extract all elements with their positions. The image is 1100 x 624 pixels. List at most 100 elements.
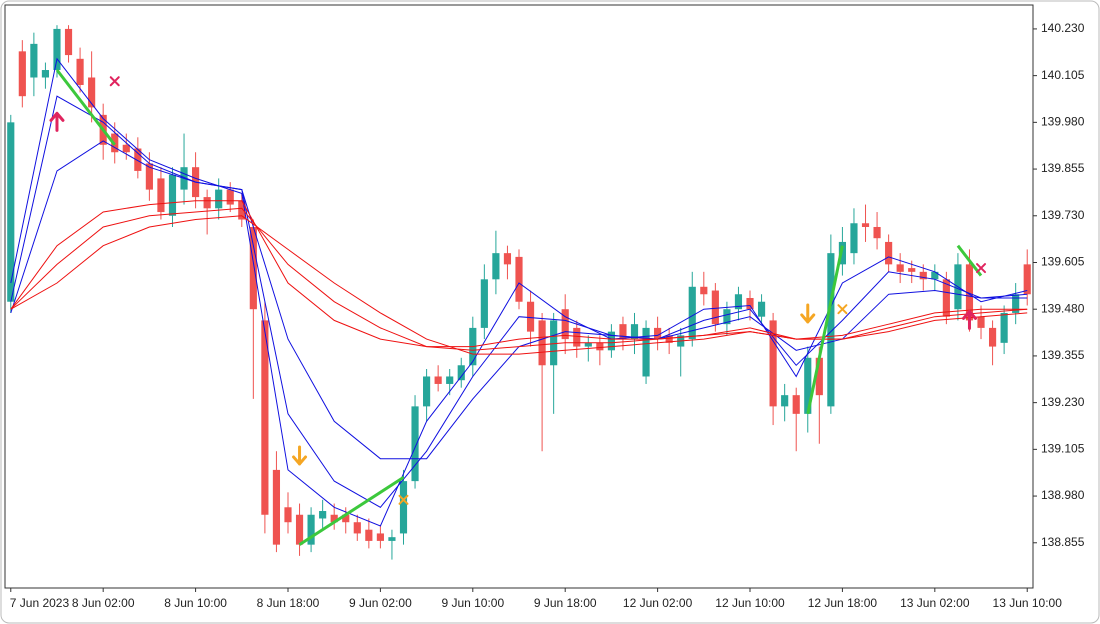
x-tick-label: 13 Jun 10:00 [993, 596, 1063, 610]
y-tick-label: 139.855 [1041, 161, 1085, 175]
candle-body [688, 286, 696, 340]
x-tick-label: 7 Jun 2023 [10, 596, 70, 610]
candle-body [388, 537, 396, 541]
candle-body [434, 376, 442, 384]
signal-sell [800, 303, 816, 324]
x-tick-label: 9 Jun 18:00 [534, 596, 597, 610]
candle-body [503, 253, 512, 265]
candle-body [157, 178, 165, 213]
candle-body [1012, 294, 1020, 313]
moving-average [10, 207, 1028, 351]
candle-body [7, 122, 15, 302]
candle-body [399, 481, 408, 534]
candle-body [723, 309, 731, 325]
zigzag [298, 476, 405, 546]
candle-body [630, 324, 639, 340]
candle-body [145, 163, 153, 190]
signal-exit-buy [976, 263, 987, 274]
candle-body [168, 174, 177, 216]
candle-body [550, 320, 558, 366]
candle-body [88, 77, 96, 108]
candle-body [815, 357, 823, 396]
candle-body [781, 395, 789, 407]
candle-body [746, 297, 754, 310]
moving-average [10, 95, 1028, 508]
candle-body [769, 320, 777, 407]
candle-body [272, 469, 281, 545]
x-tick-label: 8 Jun 02:00 [72, 596, 135, 610]
moving-average [10, 57, 1028, 527]
x-tick-label: 8 Jun 10:00 [164, 596, 227, 610]
candle-body [76, 58, 84, 85]
candle-body [850, 223, 858, 254]
plot-area [7, 25, 1031, 560]
candle-body [654, 327, 662, 340]
x-tick-label: 12 Jun 10:00 [715, 596, 785, 610]
candle-body [711, 290, 719, 325]
candle-body [376, 533, 384, 541]
candle-body [203, 197, 211, 209]
candle-body [977, 316, 985, 328]
candle-body [619, 324, 627, 340]
candle-body [1000, 312, 1008, 343]
candle-body [295, 514, 304, 545]
signal-buy [961, 309, 977, 330]
plot-border [4, 4, 1034, 589]
zigzag [55, 69, 116, 146]
candle-body [988, 327, 997, 347]
zigzag [806, 245, 844, 415]
candle-body [573, 327, 581, 347]
candle-body [700, 286, 708, 295]
y-tick-label: 140.105 [1041, 68, 1085, 82]
candle-body [607, 331, 615, 351]
candle-body [446, 376, 454, 384]
signal-exit-buy [109, 76, 120, 87]
candle-body [584, 342, 592, 347]
candle-body [792, 395, 800, 414]
candle-body [238, 200, 246, 220]
candle-body [480, 279, 488, 328]
candle-body [873, 226, 881, 239]
candle-body [423, 376, 431, 407]
candle-body [734, 294, 743, 310]
x-tick-label: 9 Jun 10:00 [441, 596, 504, 610]
candle-body [342, 514, 350, 523]
candle-body [319, 511, 327, 519]
candle-body [492, 253, 500, 280]
y-tick-label: 139.605 [1041, 255, 1085, 269]
candle-body [41, 70, 50, 78]
candle-body [330, 514, 338, 523]
y-tick-label: 140.230 [1041, 21, 1085, 35]
candle-body [838, 241, 846, 265]
candle-body [757, 301, 766, 317]
candle-body [30, 43, 38, 78]
candle-body [861, 223, 870, 227]
candle-body [18, 51, 26, 97]
candle-body [1023, 264, 1031, 295]
candle-body [896, 264, 904, 272]
candle-body [965, 264, 974, 321]
signal-exit-sell [837, 304, 848, 315]
candle-body [122, 144, 130, 153]
y-tick-label: 139.355 [1041, 348, 1085, 362]
candle-body [642, 327, 650, 377]
candle-body [249, 226, 257, 310]
y-tick-label: 139.230 [1041, 395, 1085, 409]
candle-body [919, 271, 927, 280]
candle-body [885, 241, 893, 265]
candle-body [804, 357, 812, 414]
candle-body [53, 28, 61, 71]
x-tick-label: 12 Jun 02:00 [623, 596, 693, 610]
candle-body [827, 253, 835, 407]
candle-body [64, 28, 73, 56]
moving-average [10, 215, 1028, 355]
x-tick-label: 9 Jun 02:00 [349, 596, 412, 610]
candle-body [457, 365, 465, 381]
candle-body [596, 342, 604, 351]
candle-body [665, 335, 673, 343]
y-tick-label: 139.980 [1041, 115, 1085, 129]
candle-body [353, 522, 361, 534]
candle-body [538, 320, 546, 366]
y-tick-label: 139.105 [1041, 442, 1085, 456]
